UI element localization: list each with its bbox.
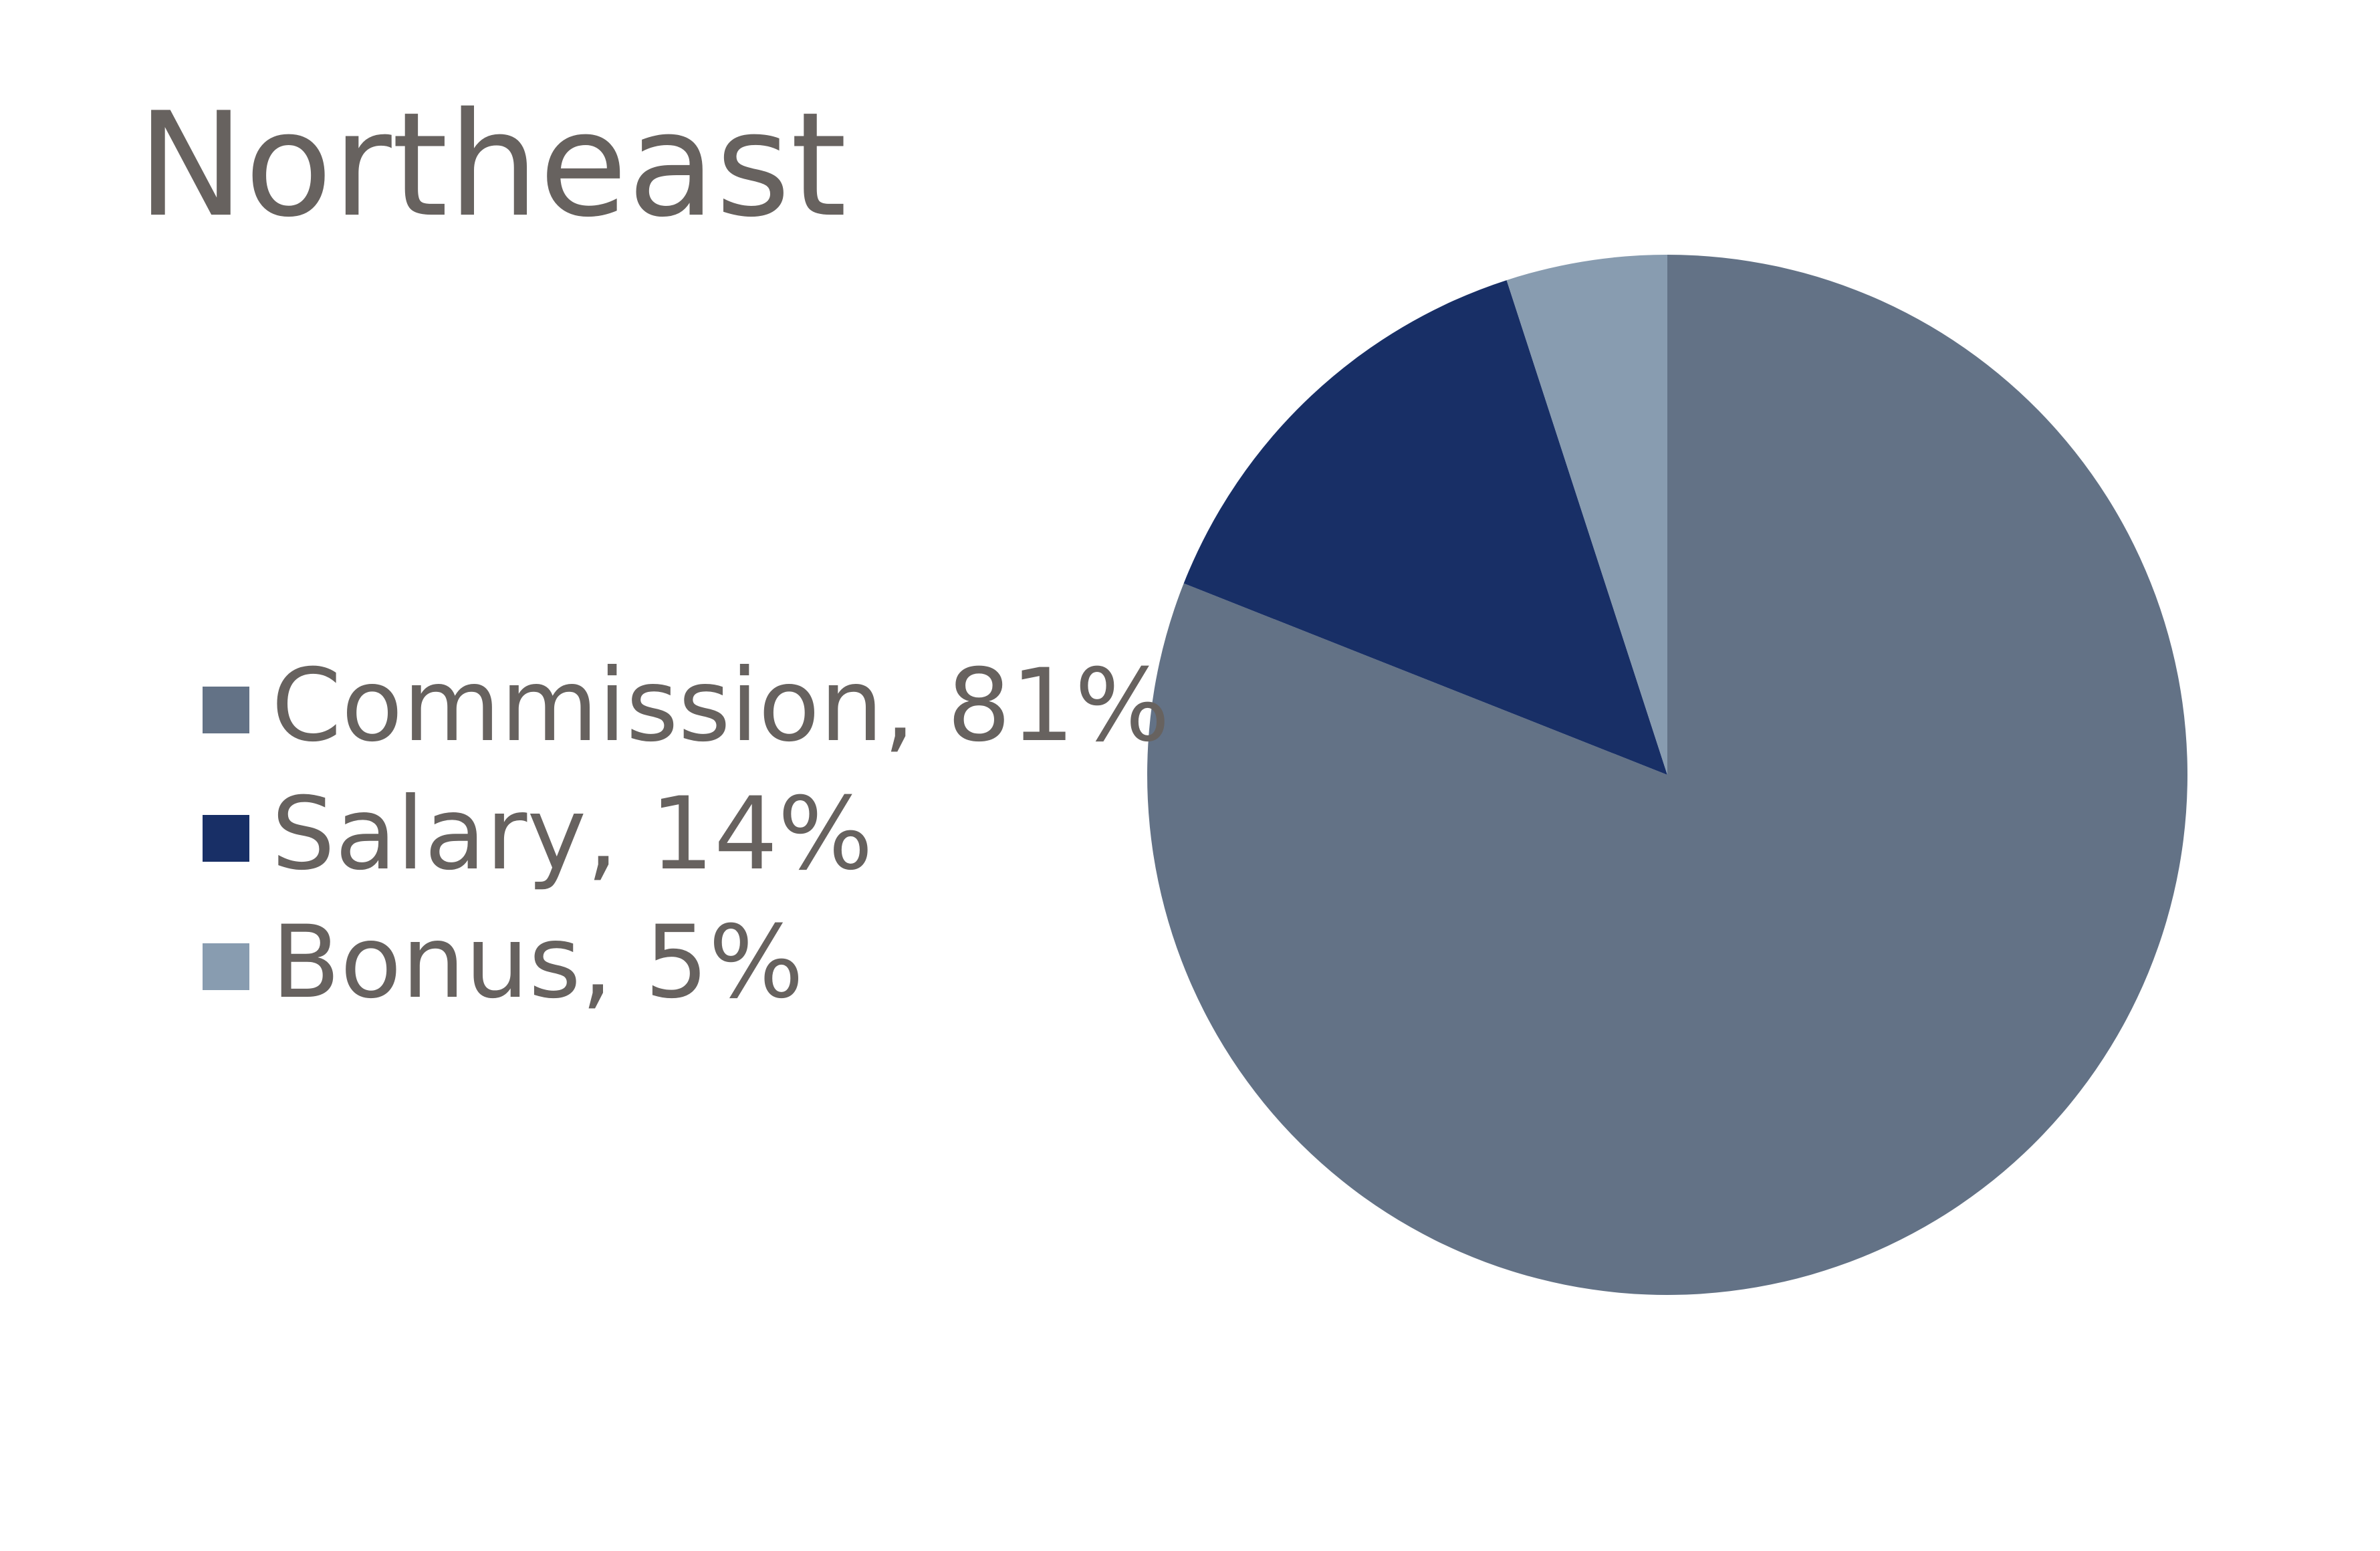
pie-slice [1506,255,1667,775]
legend-label: Salary, 14% [271,776,873,892]
legend-label: Commission, 81% [271,648,1170,764]
legend-swatch [203,943,249,990]
legend-swatch [203,815,249,862]
legend-label: Bonus, 5% [271,905,804,1021]
pie-slice [1183,280,1667,776]
chart-title: Northeast [137,81,847,249]
legend-swatch [203,687,249,733]
